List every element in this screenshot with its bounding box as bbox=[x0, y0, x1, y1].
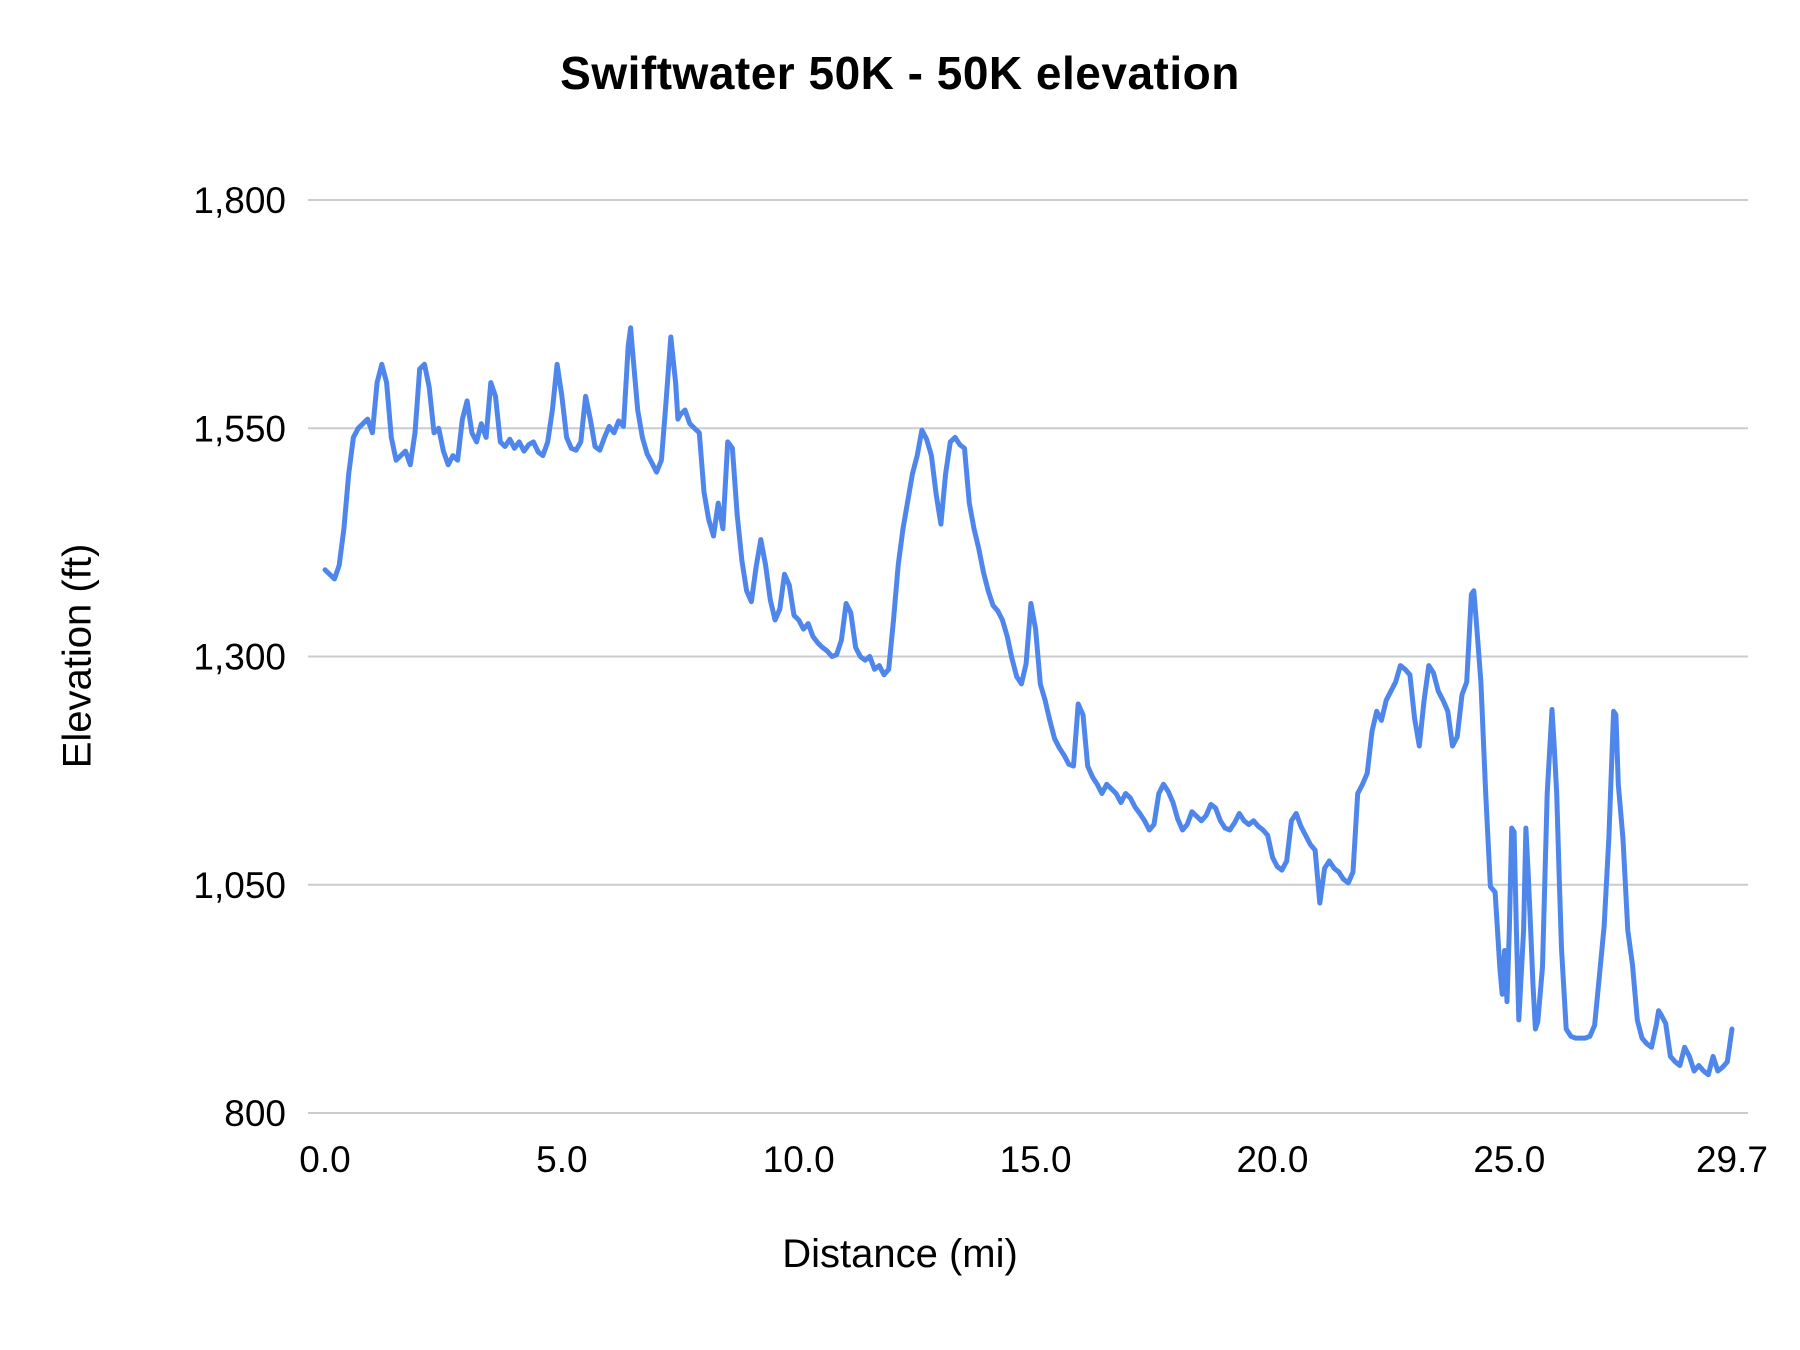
x-tick-label: 10.0 bbox=[763, 1139, 835, 1180]
chart-title: Swiftwater 50K - 50K elevation bbox=[560, 47, 1240, 99]
x-tick-label: 5.0 bbox=[536, 1139, 587, 1180]
y-tick-label: 1,800 bbox=[193, 180, 286, 221]
x-tick-label: 0.0 bbox=[299, 1139, 350, 1180]
y-tick-label: 800 bbox=[224, 1093, 286, 1134]
x-axis-title: Distance (mi) bbox=[782, 1232, 1018, 1276]
y-tick-label: 1,050 bbox=[193, 865, 286, 906]
x-tick-label: 25.0 bbox=[1473, 1139, 1545, 1180]
x-tick-label: 20.0 bbox=[1236, 1139, 1308, 1180]
elevation-series-line bbox=[322, 325, 1735, 1078]
y-tick-label: 1,550 bbox=[193, 408, 286, 449]
x-tick-label: 29.7 bbox=[1696, 1139, 1768, 1180]
x-tick-label: 15.0 bbox=[1000, 1139, 1072, 1180]
y-tick-label: 1,300 bbox=[193, 637, 286, 678]
